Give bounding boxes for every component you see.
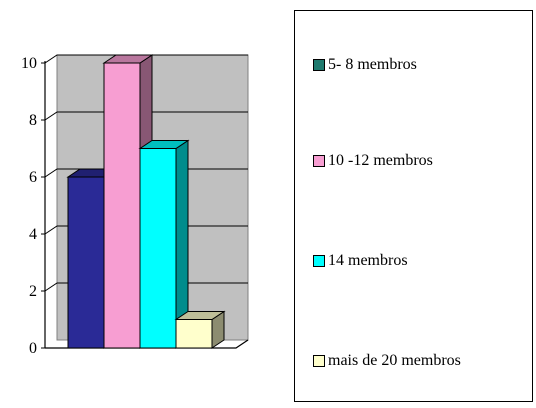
- legend-item-20-plus: mais de 20 membros: [313, 352, 461, 370]
- y-tick-label-4: 4: [29, 226, 37, 243]
- gridline-8: [44, 111, 248, 121]
- y-tick-label-6: 6: [29, 169, 37, 186]
- gridline-10: [44, 54, 248, 64]
- bar-front-3: [175, 319, 213, 349]
- legend-label-10-12: 10 -12 membros: [328, 152, 433, 169]
- y-tick-label-8: 8: [29, 112, 37, 129]
- legend-swatch-20-plus: [313, 355, 325, 367]
- legend-item-14: 14 membros: [313, 252, 408, 270]
- y-tick-label-0: 0: [29, 340, 37, 357]
- y-tick-label-2: 2: [29, 283, 37, 300]
- bar-3: [174, 310, 226, 349]
- bar-front-2: [139, 148, 177, 349]
- legend-item-5-8: 5- 8 membros: [313, 56, 417, 74]
- y-tick-labels: 0 2 4 6 8 10: [21, 55, 37, 357]
- legend: 5- 8 membros 10 -12 membros 14 membros m…: [294, 10, 533, 402]
- legend-label-20-plus: mais de 20 membros: [328, 352, 461, 369]
- legend-label-14: 14 membros: [328, 252, 408, 269]
- legend-item-10-12: 10 -12 membros: [313, 152, 433, 170]
- bar-2: [138, 139, 190, 349]
- bar-front-1: [103, 62, 141, 349]
- bars: [66, 54, 226, 349]
- y-tick-label-10: 10: [21, 55, 37, 72]
- legend-swatch-5-8: [313, 59, 325, 71]
- legend-swatch-10-12: [313, 155, 325, 167]
- legend-label-5-8: 5- 8 membros: [328, 56, 417, 73]
- bar-front-0: [67, 176, 105, 349]
- legend-swatch-14: [313, 255, 325, 267]
- bar-chart-3d: 0 2 4 6 8 10: [21, 54, 249, 357]
